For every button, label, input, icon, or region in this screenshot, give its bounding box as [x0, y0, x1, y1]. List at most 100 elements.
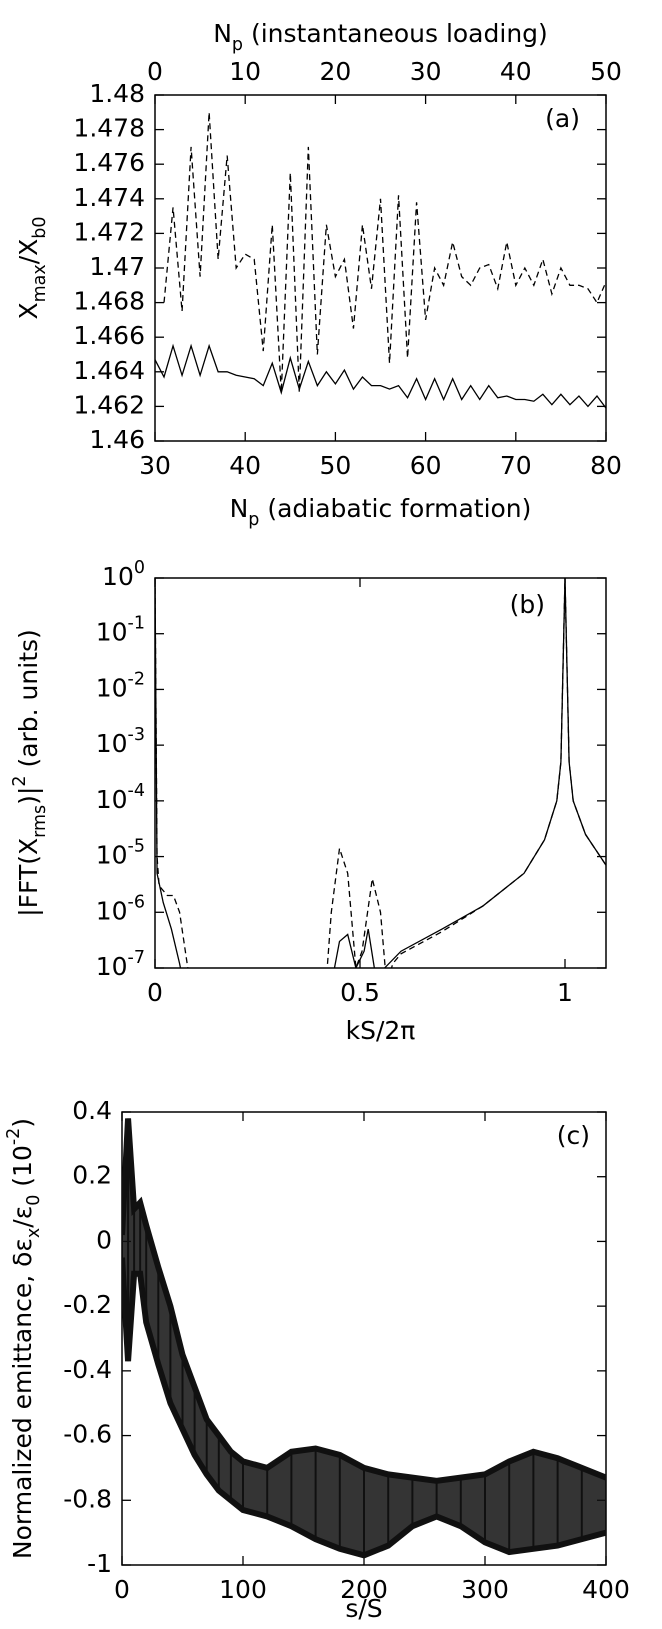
y-tick-label: 0.2	[72, 1161, 112, 1190]
x2-axis-label: Np (instantaneous loading)	[213, 19, 548, 55]
x2-tick-label: 0	[147, 57, 163, 86]
y-tick-label: 1.48	[89, 79, 145, 108]
x-tick-label: 300	[461, 1575, 509, 1604]
x-tick-label: 100	[219, 1575, 267, 1604]
text-part: -6	[128, 892, 145, 912]
text-part: 10	[96, 673, 128, 702]
x-tick-label: 0	[147, 978, 163, 1007]
y-tick-label: 10-7	[96, 948, 145, 981]
panel-label: (c)	[557, 1121, 590, 1150]
panel-label: (a)	[545, 104, 580, 133]
x-tick-label: 50	[319, 451, 351, 480]
panel: 1.46 1.462 1.464 1.466 1.468 1.47 1.472 1.474 1.…	[14, 19, 622, 530]
text-part: )|	[14, 787, 43, 805]
y-tick-label: 1.46	[89, 425, 145, 454]
text-part: -5	[128, 837, 145, 857]
text-part: kS/2π	[346, 1016, 416, 1045]
text-part: 10	[102, 562, 134, 591]
y-tick-label: 1.462	[73, 390, 145, 419]
text-part: 10	[96, 841, 128, 870]
x-tick-label: 30	[139, 451, 171, 480]
plot-frame	[154, 94, 607, 442]
text-part: (adiabatic formation)	[259, 494, 531, 523]
y-tick-label: -0.4	[63, 1355, 112, 1384]
text-part: /ε	[8, 1206, 37, 1228]
text-part: N	[213, 19, 232, 48]
text-part: (instantaneous loading)	[243, 19, 548, 48]
text-part: 10	[96, 618, 128, 647]
text-part: Normalized emittance, δε	[8, 1238, 37, 1559]
data-line	[155, 343, 606, 409]
panel-label: (b)	[510, 590, 545, 619]
y-tick-label: 10-5	[96, 837, 145, 870]
text-part: -2	[4, 1128, 24, 1145]
panel: -1 -0.8 -0.6 -0.4 -0.2 0 0.2 0.4 0 100 200 300 400 s/…	[4, 1096, 630, 1623]
y-tick-label: 1.468	[73, 287, 145, 316]
text-part: 0	[24, 1195, 44, 1206]
plot-area	[122, 1118, 606, 1559]
text-part: b0	[30, 216, 50, 238]
y-tick-label: 10-6	[96, 892, 145, 925]
text-part: 2	[10, 775, 30, 786]
text-part: p	[232, 35, 243, 55]
y-tick-label: -0.2	[63, 1290, 112, 1319]
y-tick-label: 1.466	[73, 321, 145, 350]
y-tick-label: -0.6	[63, 1420, 112, 1449]
y-tick-label: 0.4	[72, 1096, 112, 1125]
text-part: -3	[128, 725, 145, 745]
y-tick-label: 1.474	[73, 183, 145, 212]
data-line	[155, 578, 606, 968]
text-part: 0	[134, 558, 145, 578]
y-axis-label: |FFT(Xrms)|2 (arb. units)	[10, 629, 50, 917]
text-part: 10	[96, 785, 128, 814]
text-part: x	[24, 1228, 44, 1238]
x2-tick-label: 40	[500, 57, 532, 86]
y-tick-label: 1.472	[73, 217, 145, 246]
data-line	[163, 112, 606, 393]
text-part: -2	[128, 669, 145, 689]
text-part: X	[14, 302, 43, 319]
x-tick-label: 70	[500, 451, 532, 480]
y-tick-label: -1	[87, 1549, 112, 1578]
text-part: rms	[30, 805, 50, 838]
y-tick-label: 10-2	[96, 669, 145, 702]
x-tick-label: 40	[229, 451, 261, 480]
text-part: 10	[96, 729, 128, 758]
plot-area	[155, 112, 606, 409]
text-part: 10	[96, 952, 128, 981]
x2-tick-label: 30	[410, 57, 442, 86]
y-axis-label: Xmax/Xb0	[14, 216, 50, 319]
text-part: /X	[14, 239, 43, 265]
x-tick-label: 80	[590, 451, 622, 480]
y-tick-label: 1.47	[89, 252, 145, 281]
x-tick-label: 0.5	[340, 978, 380, 1007]
plot-frame	[121, 1111, 607, 1566]
text-part: (10	[8, 1145, 37, 1195]
x2-tick-label: 50	[590, 57, 622, 86]
x-tick-label: 400	[582, 1575, 630, 1604]
y-tick-label: 1.464	[73, 356, 145, 385]
y-tick-label: 100	[102, 558, 145, 591]
y-tick-label: 0	[96, 1225, 112, 1254]
x2-tick-label: 20	[319, 57, 351, 86]
x-axis-label: s/S	[345, 1594, 382, 1623]
y-tick-label: 1.476	[73, 148, 145, 177]
text-part: -1	[128, 614, 145, 634]
x-tick-label: 200	[340, 1575, 388, 1604]
x-axis-label: Np (adiabatic formation)	[230, 494, 532, 530]
x-tick-label: 0	[114, 1575, 130, 1604]
text-part: 10	[96, 896, 128, 925]
x-axis-label: kS/2π	[346, 1016, 416, 1045]
y-tick-label: 10-1	[96, 614, 145, 647]
text-part: s/S	[345, 1594, 382, 1623]
x-tick-label: 1	[557, 978, 573, 1007]
text-part: max	[30, 264, 50, 302]
y-tick-label: -0.8	[63, 1484, 112, 1513]
text-part: -7	[128, 948, 145, 968]
data-line	[155, 578, 606, 968]
y-axis-label: Normalized emittance, δεx/ε0 (10-2)	[4, 1118, 44, 1559]
plot-frame	[154, 577, 607, 969]
text-part: )	[8, 1118, 37, 1128]
